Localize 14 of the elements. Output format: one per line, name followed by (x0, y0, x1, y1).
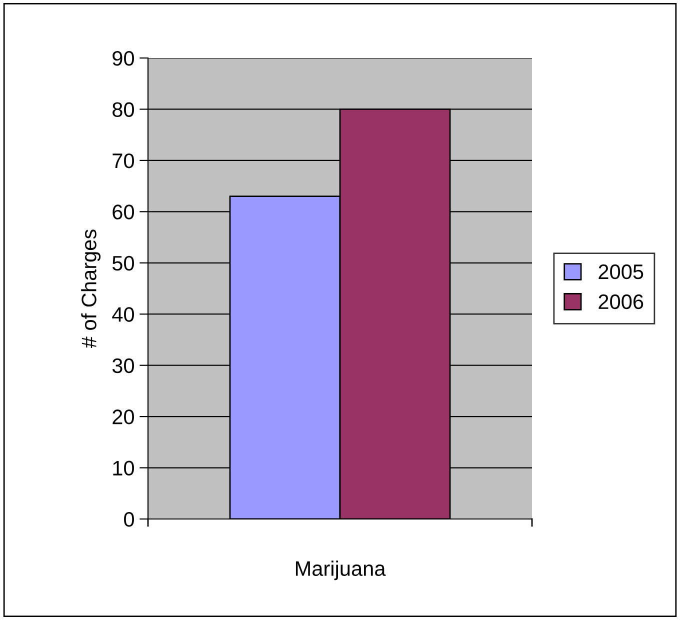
y-tick-label: 50 (112, 256, 134, 271)
y-tick-label: 0 (124, 512, 134, 527)
y-tick-label: 30 (112, 358, 134, 374)
y-tick-label: 70 (112, 153, 134, 168)
y-axis-title: # of Charges (81, 230, 101, 348)
y-tick-label: 60 (112, 204, 134, 220)
y-tick-label: 80 (112, 102, 134, 117)
legend-label: 2006 (598, 294, 644, 310)
y-tick-label: 90 (112, 51, 134, 66)
y-tick-label: 10 (113, 460, 134, 476)
legend-label: 2005 (598, 264, 644, 280)
y-tick-label: 20 (112, 410, 134, 424)
y-tick-label: 40 (112, 307, 134, 322)
x-tick-label: Marijuana (296, 560, 386, 580)
